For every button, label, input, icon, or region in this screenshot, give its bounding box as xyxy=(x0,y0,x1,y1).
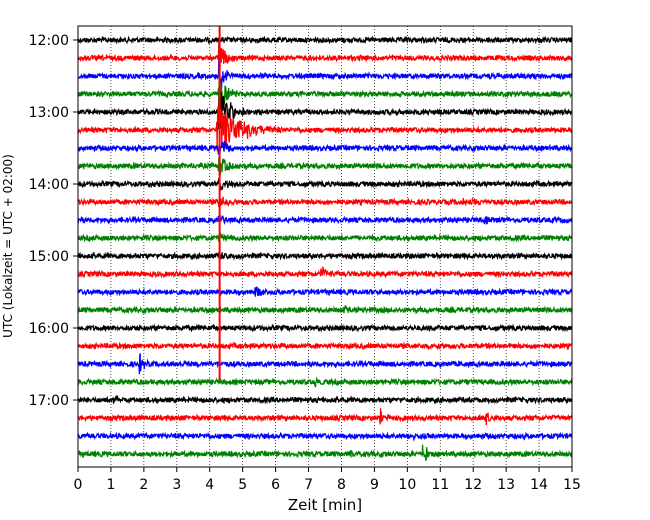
x-tick-label: 10 xyxy=(398,477,416,493)
plot-frame xyxy=(77,25,573,468)
x-tick-label: 9 xyxy=(370,477,379,493)
x-tick-label: 0 xyxy=(74,477,83,493)
y-tick-label: 12:00 xyxy=(29,33,69,49)
x-tick-label: 15 xyxy=(563,477,581,493)
y-tick-label: 13:00 xyxy=(29,105,69,121)
trace-1415 xyxy=(77,196,573,208)
y-axis-label: UTC (Lokalzeit = UTC + 02:00) xyxy=(1,154,15,338)
trace-1300 xyxy=(77,92,573,133)
trace-1200 xyxy=(77,35,573,45)
x-tick-label: 3 xyxy=(172,477,181,493)
trace-1545 xyxy=(77,305,573,315)
x-tick-label: 5 xyxy=(238,477,247,493)
x-tick-label: 7 xyxy=(304,477,313,493)
x-tick-label: 13 xyxy=(497,477,515,493)
trace-1630 xyxy=(77,352,573,375)
x-tick-label: 14 xyxy=(530,477,548,493)
x-tick-label: 2 xyxy=(139,477,148,493)
trace-1530 xyxy=(77,286,573,297)
trace-1730 xyxy=(77,431,573,442)
x-ticks: 0 1 2 3 4 5 6 7 8 9 10 11 12 13 14 15 xyxy=(74,467,581,493)
trace-1600 xyxy=(77,323,573,333)
trace-1245 xyxy=(77,73,573,108)
trace-1430 xyxy=(77,214,573,225)
x-tick-label: 11 xyxy=(431,477,449,493)
y-tick-label: 16:00 xyxy=(29,321,69,337)
trace-1445 xyxy=(77,232,573,243)
x-tick-label: 12 xyxy=(464,477,482,493)
y-tick-label: 17:00 xyxy=(29,393,69,409)
trace-1330 xyxy=(77,140,573,155)
trace-1515 xyxy=(77,265,573,279)
trace-1500 xyxy=(77,251,573,262)
trace-1715 xyxy=(77,408,573,425)
trace-1230 xyxy=(77,58,573,95)
trace-1215 xyxy=(77,42,573,70)
y-ticks: 12:00 13:00 14:00 15:00 16:00 17:00 xyxy=(29,33,78,409)
x-axis-label: Zeit [min] xyxy=(288,496,362,514)
x-tick-label: 1 xyxy=(106,477,115,493)
trace-1645 xyxy=(77,376,573,388)
x-tick-label: 6 xyxy=(271,477,280,493)
y-tick-label: 14:00 xyxy=(29,177,69,193)
x-tick-label: 8 xyxy=(337,477,346,493)
x-tick-label: 4 xyxy=(205,477,214,493)
y-tick-label: 15:00 xyxy=(29,249,69,265)
trace-1745 xyxy=(77,444,573,461)
trace-1345 xyxy=(77,155,573,176)
trace-1700 xyxy=(77,394,573,405)
trace-1315 xyxy=(77,106,573,152)
trace-1615 xyxy=(77,341,573,351)
trace-layer xyxy=(77,35,573,461)
trace-1400 xyxy=(77,177,573,191)
